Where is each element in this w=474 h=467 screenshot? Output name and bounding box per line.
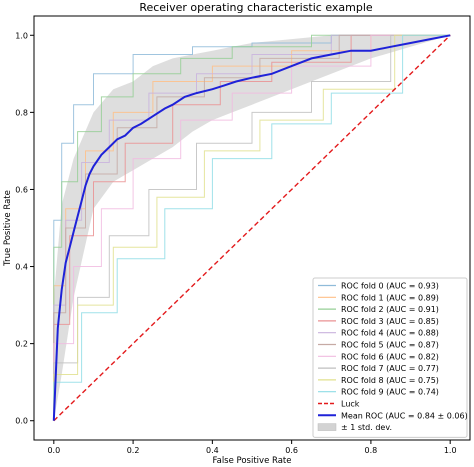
std-dev-band [53, 35, 451, 421]
x-tick-label: 0.4 [206, 446, 219, 455]
legend-entry-label: ROC fold 8 (AUC = 0.75) [341, 376, 439, 385]
legend-swatch-band [317, 423, 337, 431]
legend-entry-label: Luck [341, 400, 360, 409]
x-tick-label: 0.6 [285, 446, 298, 455]
legend-entry-label: ROC fold 6 (AUC = 0.82) [341, 352, 439, 361]
x-tick-label: 0.8 [365, 446, 378, 455]
x-axis-label: False Positive Rate [213, 456, 292, 466]
legend-entry-label: Mean ROC (AUC = 0.84 ± 0.06) [341, 411, 468, 420]
y-tick-label: 0.6 [15, 185, 28, 194]
y-tick-label: 1.0 [15, 31, 28, 40]
legend-entry-label: ROC fold 1 (AUC = 0.89) [341, 293, 439, 302]
x-tick-label: 0.0 [47, 446, 60, 455]
roc-fold-9-line [53, 34, 451, 421]
legend-entry-label: ROC fold 5 (AUC = 0.87) [341, 341, 439, 350]
legend: ROC fold 0 (AUC = 0.93) ROC fold 1 (AUC =… [312, 277, 468, 438]
x-axis-ticks: 0.0 0.2 0.4 0.6 0.8 1.0 [47, 440, 457, 455]
x-tick-label: 1.0 [444, 446, 457, 455]
roc-fold-2-line [53, 34, 451, 421]
y-tick-label: 0.4 [15, 263, 28, 272]
roc-fold-5-line [53, 34, 451, 421]
series-layer [52, 34, 451, 422]
roc-fold-3-line [53, 34, 451, 421]
legend-entry-label: ROC fold 0 (AUC = 0.93) [341, 282, 439, 291]
plot-frame [33, 15, 471, 441]
legend-entry-label: ROC fold 9 (AUC = 0.74) [341, 388, 439, 397]
y-tick-label: 0.2 [15, 340, 28, 349]
legend-entry-label: ROC fold 7 (AUC = 0.77) [341, 364, 439, 373]
legend-entry-label: ROC fold 3 (AUC = 0.85) [341, 317, 439, 326]
std-dev-band-layer [53, 35, 451, 421]
y-axis-ticks: 0.0 0.2 0.4 0.6 0.8 1.0 [15, 31, 34, 426]
legend-entry-label: ROC fold 4 (AUC = 0.88) [341, 329, 439, 338]
y-axis-label: True Positive Rate [3, 190, 13, 267]
legend-box [312, 277, 468, 438]
luck-line [53, 34, 451, 422]
y-tick-label: 0.0 [15, 417, 28, 426]
roc-fold-8-line [53, 34, 451, 421]
mean-roc-line [52, 34, 451, 421]
roc-fold-6-line [53, 34, 451, 421]
y-tick-label: 0.8 [15, 108, 28, 117]
legend-entry-label: ROC fold 2 (AUC = 0.91) [341, 305, 439, 314]
legend-entry-label: ± 1 std. dev. [341, 423, 392, 432]
x-tick-label: 0.2 [127, 446, 140, 455]
chart-title: Receiver operating characteristic exampl… [139, 1, 373, 14]
